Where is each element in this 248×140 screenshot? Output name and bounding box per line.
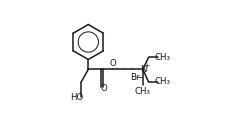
Text: −: − bbox=[135, 72, 143, 81]
Text: Br: Br bbox=[130, 73, 139, 82]
Text: N: N bbox=[140, 65, 146, 74]
Text: O: O bbox=[109, 59, 116, 68]
Text: CH₃: CH₃ bbox=[154, 53, 170, 62]
Text: +: + bbox=[144, 63, 150, 69]
Text: CH₃: CH₃ bbox=[135, 87, 151, 96]
Text: O: O bbox=[101, 84, 107, 93]
Text: CH₃: CH₃ bbox=[154, 77, 170, 86]
Text: HO: HO bbox=[70, 93, 84, 102]
